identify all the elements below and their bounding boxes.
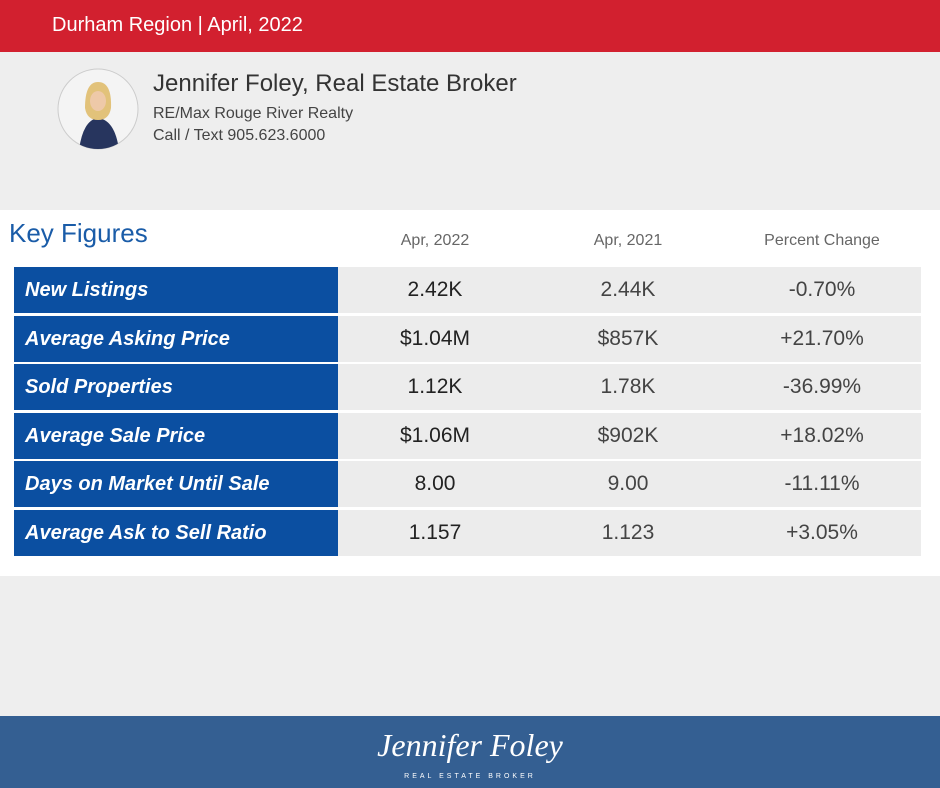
column-header: Percent Change <box>764 232 880 249</box>
agent-photo <box>57 68 139 150</box>
cell-value: $1.04M <box>399 326 471 350</box>
cell-value: -11.11% <box>784 472 860 495</box>
row-cells <box>338 461 921 507</box>
row-label: Sold Properties <box>14 364 338 410</box>
row-cells <box>338 509 921 556</box>
cell-value: $1.06M <box>399 423 471 447</box>
cell-value: 1.78K <box>600 375 656 398</box>
row-cells <box>338 364 921 410</box>
header-bar <box>0 0 940 52</box>
table-title: Key Figures <box>9 218 148 248</box>
cell-value: -0.70% <box>788 278 856 301</box>
cell-value: 9.00 <box>607 472 649 495</box>
cell-value: $902K <box>597 423 659 447</box>
cell-value: 1.12K <box>407 375 463 398</box>
cell-value: +3.05% <box>786 520 858 544</box>
agent-name: Jennifer Foley, Real Estate Broker <box>153 70 517 97</box>
column-header: Apr, 2021 <box>593 232 663 249</box>
row-cells <box>338 267 921 313</box>
cell-value: +18.02% <box>780 423 864 447</box>
row-label: Average Asking Price <box>14 315 338 362</box>
column-header: Apr, 2022 <box>400 232 470 249</box>
cell-value: 1.157 <box>408 520 462 544</box>
header-title: Durham Region | April, 2022 <box>52 14 303 36</box>
agent-company: RE/Max Rouge River Realty <box>153 105 354 122</box>
row-label: New Listings <box>14 267 338 313</box>
cell-value: -36.99% <box>782 375 862 398</box>
cell-value: +21.70% <box>780 326 864 350</box>
signature-subtitle: REAL ESTATE BROKER <box>404 773 536 780</box>
row-cells <box>338 315 921 362</box>
cell-value: 2.42K <box>407 278 463 301</box>
row-label: Average Sale Price <box>14 412 338 459</box>
cell-value: $857K <box>597 326 659 350</box>
signature: Jennifer Foley <box>377 727 563 763</box>
agent-phone: Call / Text 905.623.6000 <box>153 127 326 144</box>
cell-value: 2.44K <box>600 278 656 301</box>
row-cells <box>338 412 921 459</box>
row-label: Average Ask to Sell Ratio <box>14 509 338 556</box>
row-label: Days on Market Until Sale <box>14 461 338 507</box>
footer-bar <box>0 716 940 788</box>
cell-value: 1.123 <box>601 520 655 544</box>
cell-value: 8.00 <box>414 472 456 495</box>
